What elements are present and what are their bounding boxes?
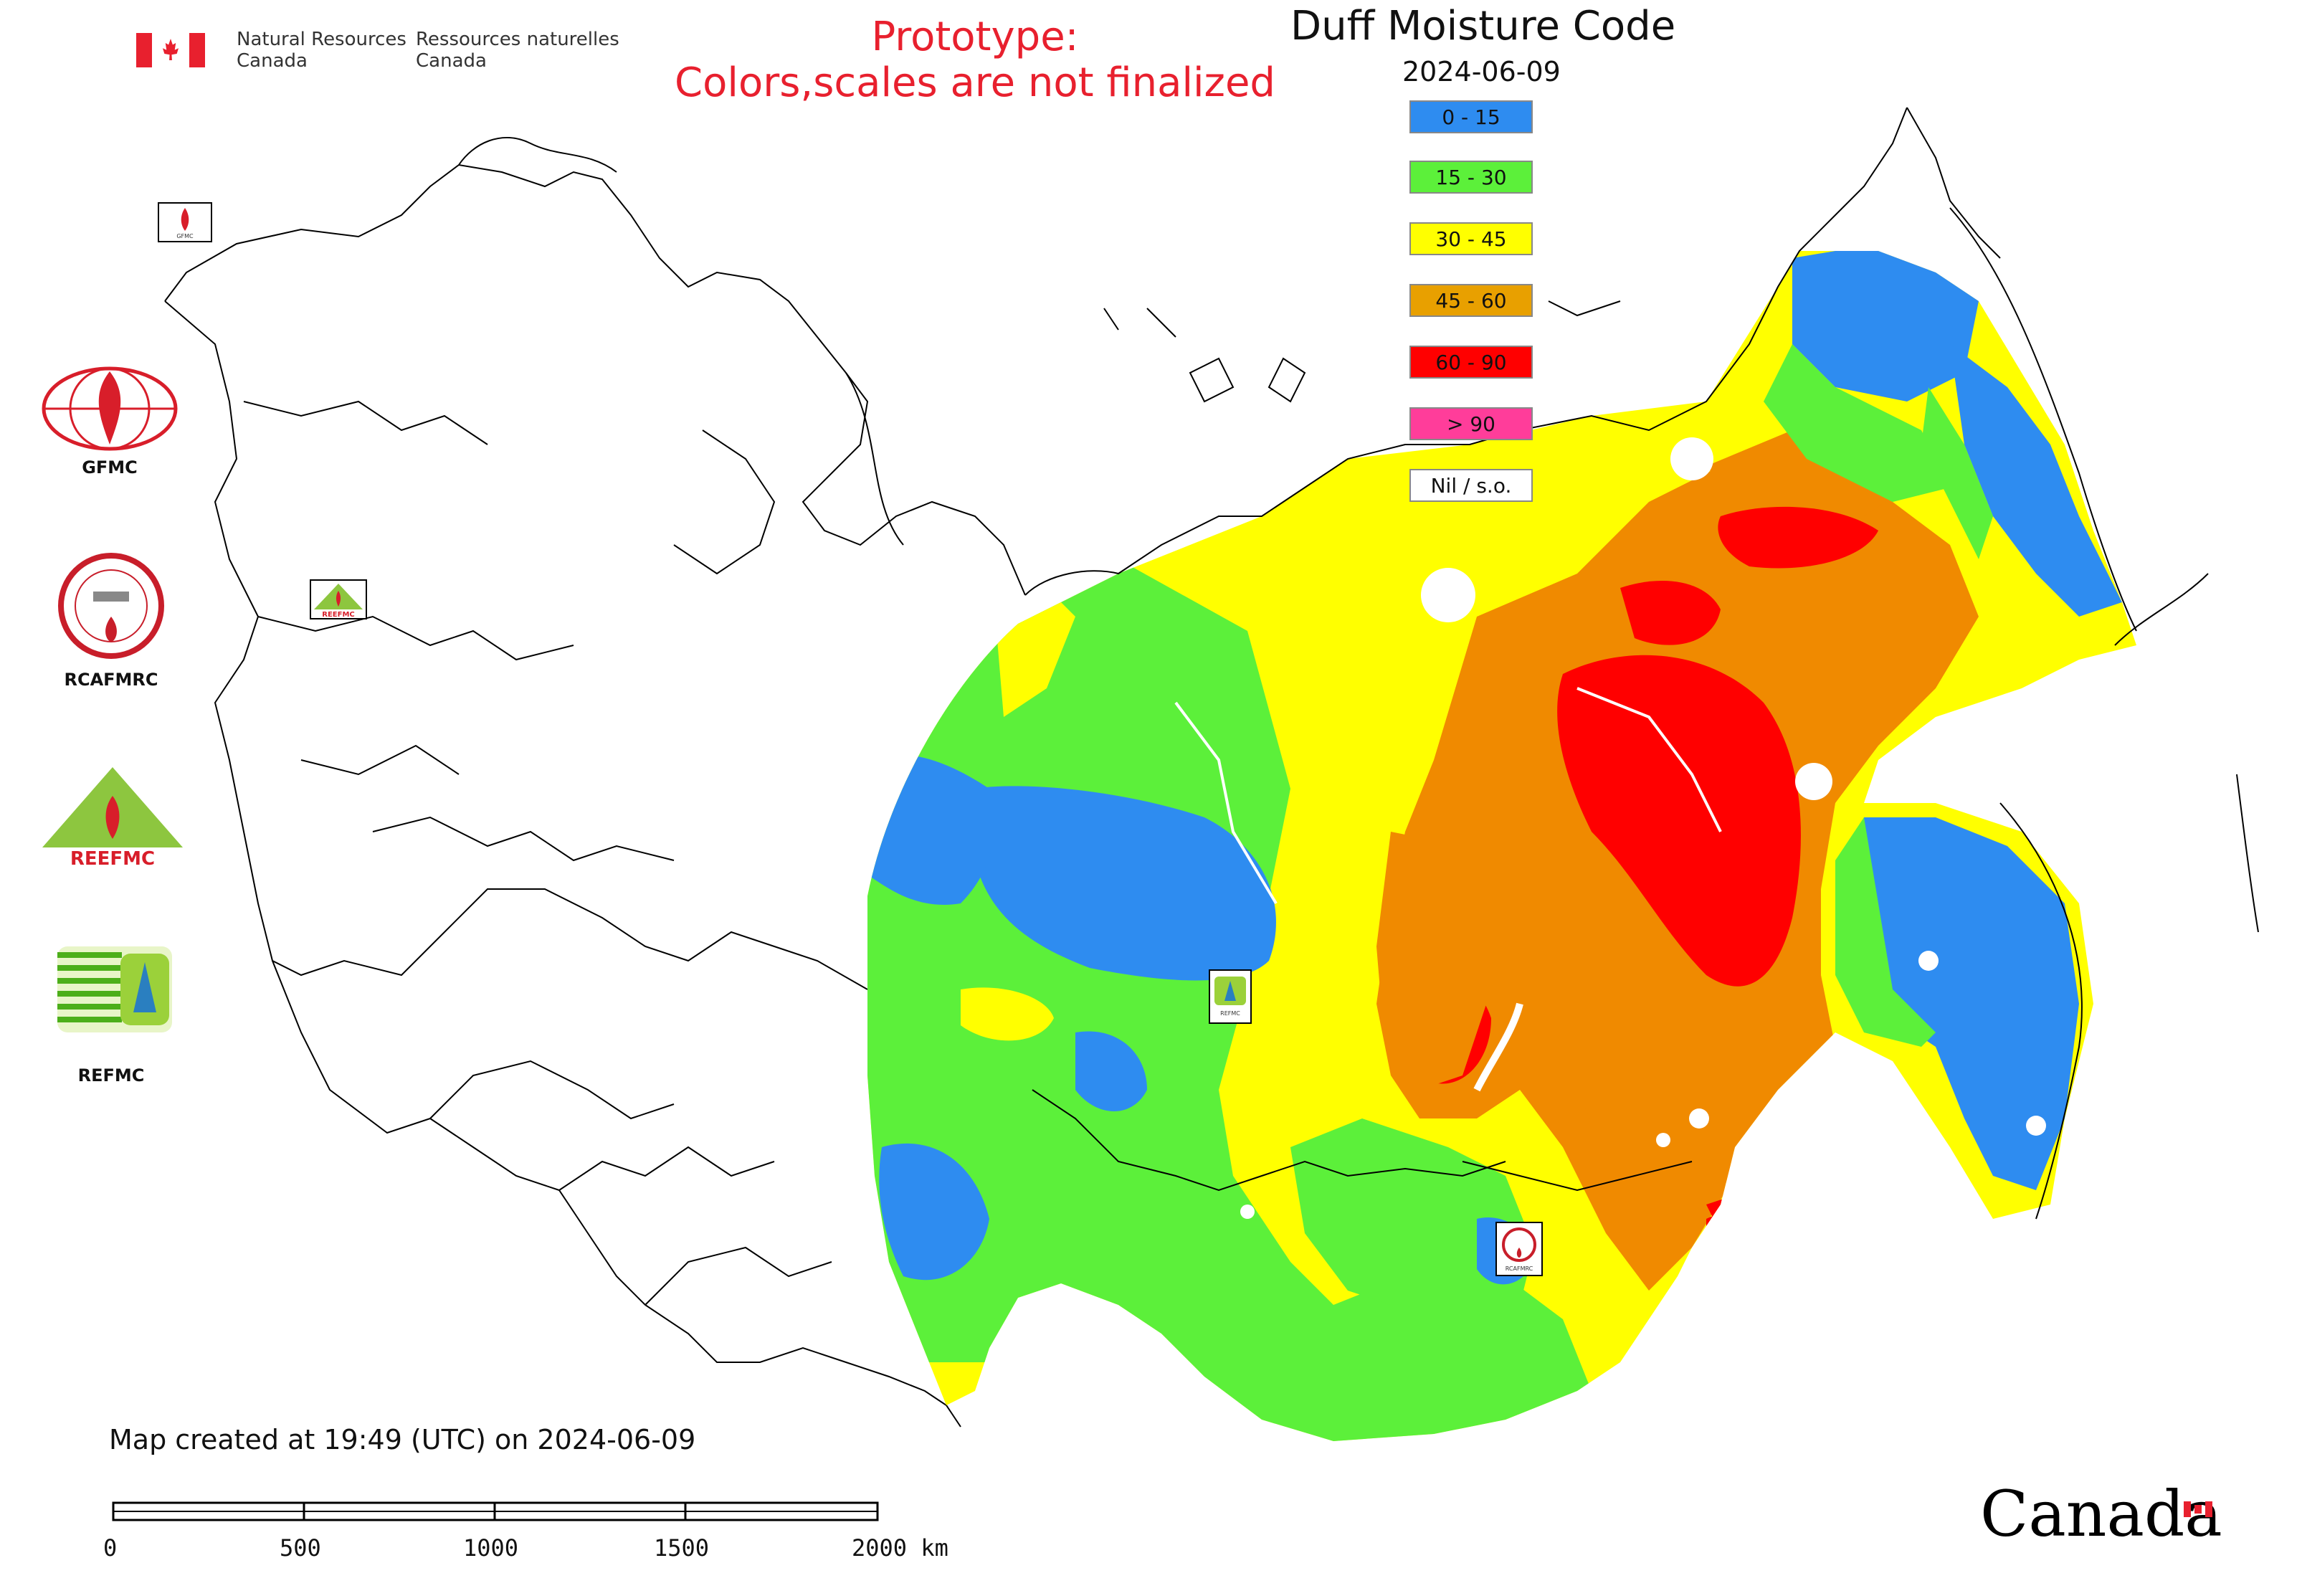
gfmc-logo-icon	[42, 366, 178, 452]
refmc-logo-icon	[57, 946, 172, 1032]
legend-item: > 90	[1409, 407, 1533, 440]
legend-item: 15 - 30	[1409, 161, 1533, 194]
legend-item: 45 - 60	[1409, 284, 1533, 317]
legend-item: 60 - 90	[1409, 346, 1533, 379]
scale-label: 1000	[463, 1534, 519, 1562]
gfmc-region-marker: GFMC	[158, 202, 212, 242]
scale-label: 500	[280, 1534, 321, 1562]
rcafmrc-region-marker: RCAFMRC	[1495, 1222, 1543, 1276]
canada-flag-icon	[136, 33, 205, 67]
prototype-notice: Prototype: Colors,scales are not finaliz…	[675, 14, 1275, 106]
map-created-note: Map created at 19:49 (UTC) on 2024-06-09	[109, 1424, 696, 1455]
scale-label: 0	[103, 1534, 118, 1562]
canada-wordmark-flag-icon	[2184, 1501, 2212, 1517]
map-title: Duff Moisture Code	[1290, 3, 1676, 49]
refmc-region-marker: REFMC	[1209, 969, 1252, 1024]
scale-label: 2000 km	[852, 1534, 948, 1562]
canada-wordmark: Canada	[1980, 1477, 2222, 1551]
rcafmrc-logo-icon	[57, 552, 165, 660]
legend-item: 30 - 45	[1409, 222, 1533, 255]
org-name-en: Natural Resources Canada	[237, 29, 406, 72]
scale-label: 1500	[654, 1534, 710, 1562]
reefmc-logo-icon: REEFMC	[37, 767, 188, 870]
svg-text:REEFMC: REEFMC	[70, 848, 155, 868]
legend-item: Nil / s.o.	[1409, 469, 1533, 502]
agency-label: GFMC	[82, 457, 138, 478]
svg-text:GFMC: GFMC	[176, 233, 194, 239]
agency-label: REFMC	[77, 1065, 145, 1086]
svg-text:REFMC: REFMC	[1220, 1010, 1240, 1017]
scale-bar	[112, 1501, 880, 1521]
reefmc-region-marker: REEFMC	[310, 579, 367, 619]
svg-text:REEFMC: REEFMC	[322, 611, 354, 618]
org-name-fr: Ressources naturelles Canada	[416, 29, 619, 72]
agency-label: RCAFMRC	[64, 670, 158, 690]
map-date: 2024-06-09	[1402, 56, 1561, 87]
svg-text:RCAFMRC: RCAFMRC	[1506, 1265, 1533, 1272]
legend-item: 0 - 15	[1409, 100, 1533, 133]
